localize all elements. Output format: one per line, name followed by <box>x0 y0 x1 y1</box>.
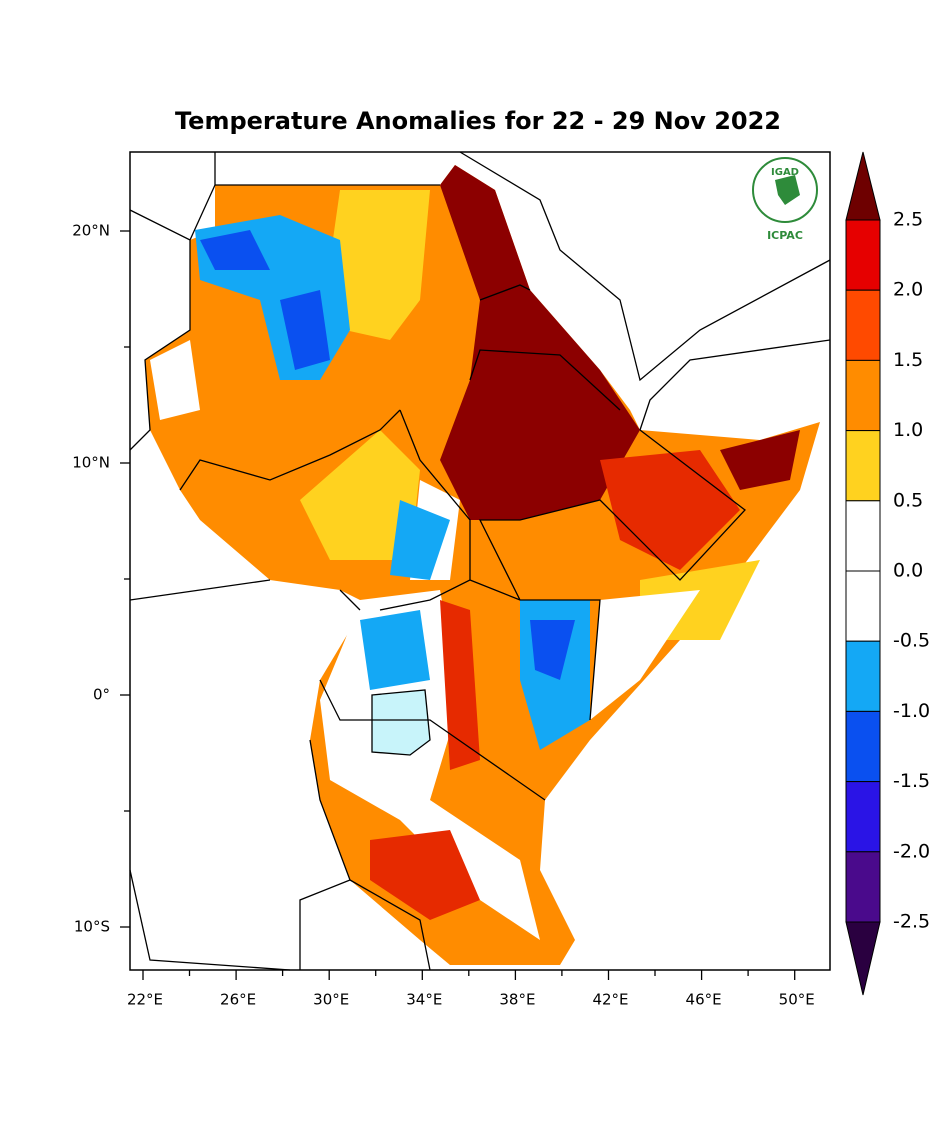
y-tick-label: 10°S <box>74 918 110 936</box>
colorbar-label: -2.5 <box>893 911 930 933</box>
x-tick-label: 38°E <box>499 991 535 1009</box>
anomaly-yellow <box>300 190 760 640</box>
x-tick-label: 42°E <box>592 991 628 1009</box>
colorbar-label: 1.5 <box>893 349 923 371</box>
colorbar-segment <box>845 219 881 291</box>
colorbar-segment <box>845 781 881 853</box>
y-tick-label: 0° <box>93 686 110 704</box>
colorbar-bottom-triangle <box>845 921 881 996</box>
x-tick-label: 26°E <box>220 991 256 1009</box>
colorbar-label: 2.0 <box>893 279 923 301</box>
colorbar-top-triangle <box>845 151 881 221</box>
colorbar-segment <box>845 851 881 923</box>
colorbar-segment <box>845 430 881 502</box>
anomaly-darkred <box>440 165 800 520</box>
x-tick-label: 50°E <box>779 991 815 1009</box>
colorbar-segment <box>845 500 881 572</box>
colorbar-label: 2.5 <box>893 209 923 231</box>
colorbar-segment <box>845 640 881 712</box>
x-tick-label: 22°E <box>127 991 163 1009</box>
map-frame <box>129 151 831 971</box>
logo: IGAD ICPAC <box>752 157 818 242</box>
anomaly-white <box>150 340 700 940</box>
colorbar-label: -1.0 <box>893 700 930 722</box>
colorbar-label: 0.5 <box>893 489 923 511</box>
colorbar-segment <box>845 710 881 783</box>
anomaly-red <box>370 450 740 920</box>
anomaly-darkblue <box>200 230 575 680</box>
logo-top: IGAD <box>771 167 799 178</box>
country-borders <box>129 151 831 971</box>
colorbar-segment <box>845 289 881 361</box>
colorbar-segment <box>845 359 881 432</box>
axes: 22°E 26°E 30°E 34°E 38°E 42°E 46°E 50°E 20°N 10°N… <box>72 222 815 1009</box>
x-tick-label: 46°E <box>686 991 722 1009</box>
colorbar-label: -0.5 <box>893 630 930 652</box>
y-tick-label: 20°N <box>72 222 110 240</box>
colorbar-segment <box>845 570 881 642</box>
colorbar-label: -1.5 <box>893 770 930 792</box>
lake-victoria <box>371 689 431 756</box>
title: Temperature Anomalies for 22 - 29 Nov 20… <box>175 107 781 135</box>
map: IGAD ICPAC <box>129 151 831 971</box>
colorbar-label: 1.0 <box>893 419 923 441</box>
colorbar-label: 0.0 <box>893 560 923 582</box>
colorbar-label: -2.0 <box>893 840 930 862</box>
y-tick-label: 10°N <box>72 454 110 472</box>
logo-africa <box>775 175 800 205</box>
colorbar: 2.5 2.0 1.5 1.0 0.5 0.0 -0.5 -1.0 -1.5 -2.0 -2.5 <box>845 151 930 996</box>
logo-bottom: ICPAC <box>767 229 803 242</box>
x-tick-label: 34°E <box>406 991 442 1009</box>
x-tick-label: 30°E <box>313 991 349 1009</box>
